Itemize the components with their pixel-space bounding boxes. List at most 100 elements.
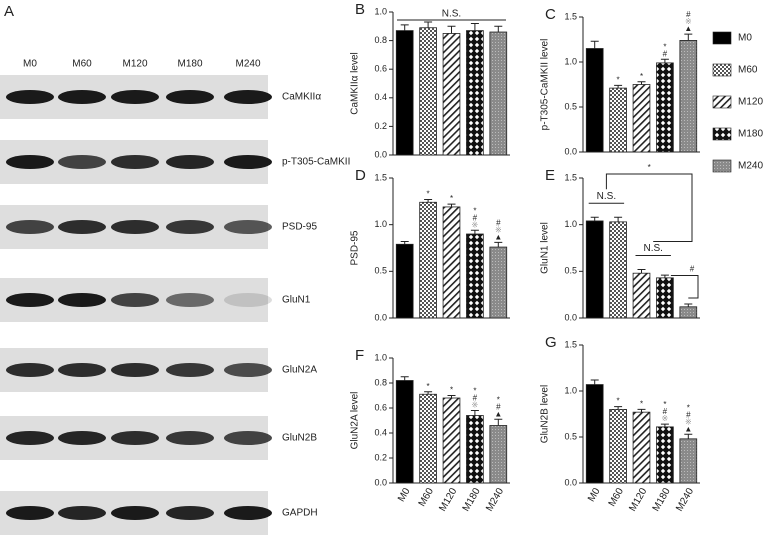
significance-mark: # [473, 394, 478, 403]
blot-band [58, 220, 106, 234]
error-bar [660, 58, 669, 63]
y-axis-label: CaMKIIα level [350, 52, 361, 114]
significance-mark: * [450, 194, 453, 203]
significance-mark: * [473, 206, 476, 215]
lane-label: M180 [177, 59, 202, 70]
bracket-label: N.S. [643, 243, 662, 254]
blot-band [166, 90, 214, 104]
blot-band [224, 363, 272, 377]
error-bar [637, 408, 646, 413]
blot-band [58, 293, 106, 307]
blot-band [224, 293, 272, 307]
significance-mark: ※ [662, 414, 669, 423]
significance-mark: * [617, 76, 620, 85]
blot-band [111, 220, 159, 234]
significance-mark: ※ [472, 220, 479, 229]
significance-mark: * [473, 387, 476, 396]
error-bar [424, 198, 433, 203]
protein-label: PSD-95 [282, 222, 317, 233]
bar [489, 425, 508, 484]
lane-label: M0 [23, 59, 37, 70]
bar [466, 415, 484, 484]
legend-label: M180 [738, 129, 763, 140]
blot-band [224, 155, 272, 169]
ns-label: N.S. [442, 9, 461, 20]
panel-label: G [545, 334, 557, 351]
x-tick-label: M120 [627, 486, 649, 514]
y-axis-label: PSD-95 [350, 230, 361, 265]
y-tick-label: 0.5 [564, 431, 577, 441]
x-tick-label: M0 [396, 486, 413, 504]
y-tick-label: 1.0 [564, 219, 577, 229]
y-tick-label: 0.0 [374, 477, 387, 487]
y-tick-label: 1.5 [374, 172, 387, 182]
blot-band [224, 431, 272, 445]
error-bar [400, 240, 409, 245]
error-bar [470, 229, 479, 234]
significance-mark: * [427, 190, 430, 199]
significance-mark: ※ [495, 226, 502, 235]
bar [585, 48, 604, 153]
bar [489, 246, 508, 319]
error-bar [470, 22, 479, 31]
y-tick-label: 0.4 [374, 427, 387, 437]
blot-band [166, 293, 214, 307]
legend-swatch [712, 31, 732, 45]
bar [679, 438, 698, 484]
y-tick-label: 1.0 [374, 219, 387, 229]
panel-label: E [545, 167, 555, 184]
error-bar [614, 216, 623, 222]
y-tick-label: 0.0 [564, 146, 577, 156]
legend-label: M0 [738, 33, 752, 44]
significance-mark: # [496, 219, 501, 228]
bar [395, 380, 414, 484]
bar [609, 221, 627, 319]
error-bar [684, 33, 693, 41]
bar [466, 233, 484, 319]
error-bar [684, 433, 693, 439]
blot-band [58, 155, 106, 169]
error-bar [447, 395, 456, 398]
bar [632, 411, 651, 484]
blot-band [166, 363, 214, 377]
y-axis-label: GluN2A level [350, 392, 361, 450]
blot-band [224, 506, 272, 520]
blot-band [6, 431, 54, 445]
blot-band [166, 220, 214, 234]
lane-label: M240 [235, 59, 260, 70]
bar [466, 30, 484, 156]
blot-band [6, 220, 54, 234]
x-tick-label: M0 [586, 486, 603, 504]
y-tick-label: 1.5 [564, 172, 577, 182]
bar [609, 87, 627, 153]
y-tick-label: 1.0 [564, 385, 577, 395]
significance-mark: # [496, 402, 501, 411]
blot-band [166, 506, 214, 520]
blot-band [6, 90, 54, 104]
legend-swatch [712, 95, 732, 109]
y-tick-label: 0.6 [374, 64, 387, 74]
significance-mark: * [687, 403, 690, 412]
error-bar [590, 379, 599, 385]
blot-band [111, 506, 159, 520]
protein-label: GluN1 [282, 295, 311, 306]
y-tick-label: 0.8 [374, 377, 387, 387]
error-bar [590, 216, 599, 221]
y-tick-label: 1.5 [564, 339, 577, 349]
bar [656, 426, 674, 484]
significance-mark: ▲ [494, 409, 502, 418]
bar [489, 31, 508, 156]
bracket [605, 173, 693, 242]
blot-band [6, 155, 54, 169]
bar [585, 220, 604, 319]
y-tick-label: 0.4 [374, 92, 387, 102]
lane-label: M120 [122, 59, 147, 70]
y-tick-label: 0.2 [374, 452, 387, 462]
bar [679, 306, 698, 319]
significance-mark: ▲ [684, 424, 692, 433]
bar [679, 40, 698, 153]
y-tick-label: 1.5 [564, 11, 577, 21]
y-tick-label: 0.0 [564, 477, 577, 487]
blot-band [166, 155, 214, 169]
bracket-label: N.S. [597, 191, 616, 202]
